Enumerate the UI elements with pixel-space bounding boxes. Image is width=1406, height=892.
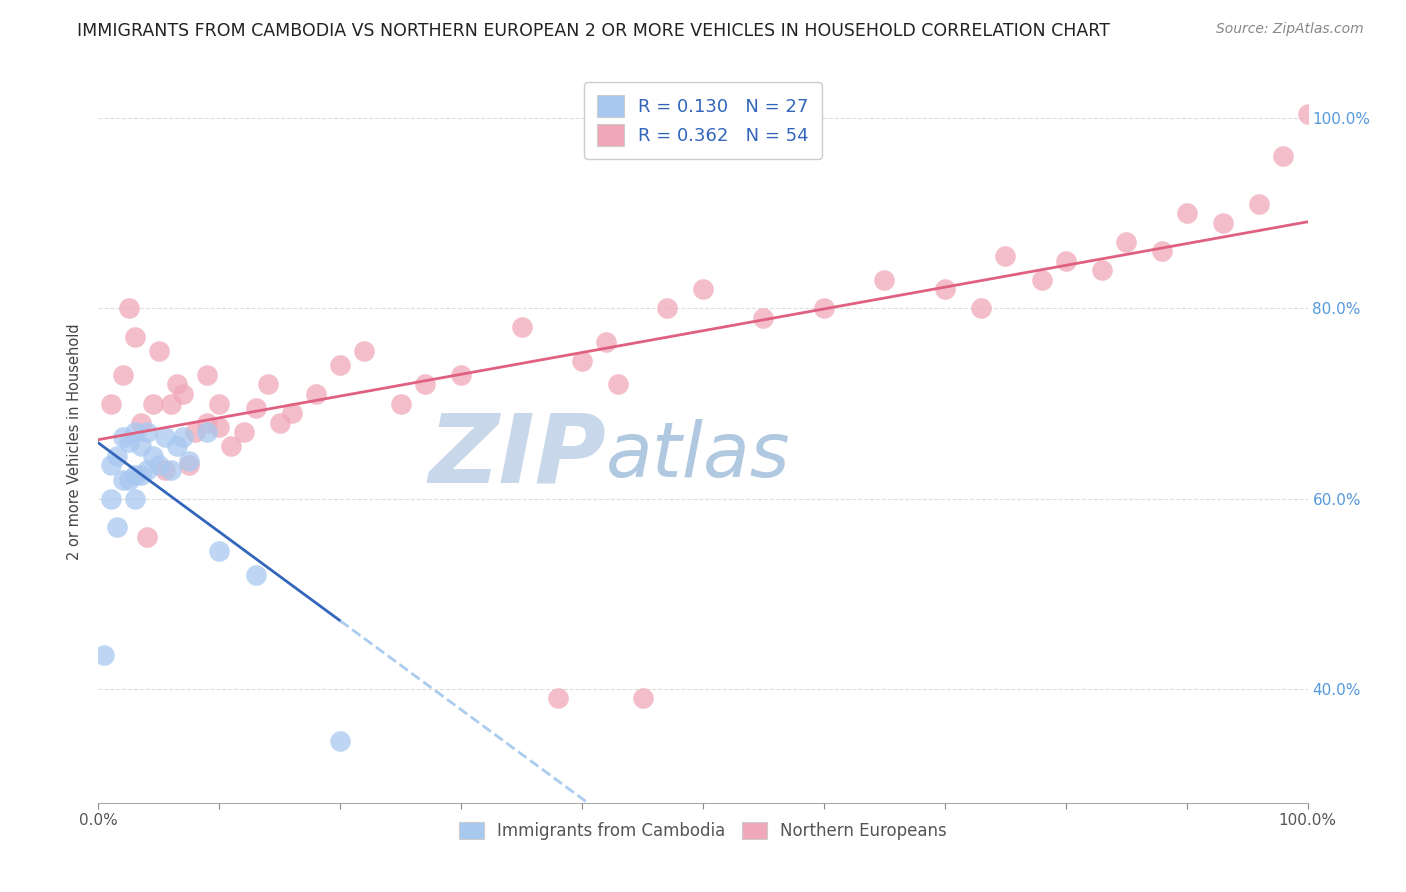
Point (752, 310, 775, 325)
Point (142, 449, 165, 463)
Point (148, 344, 170, 359)
Point (353, 344, 375, 359)
Point (329, 734, 352, 748)
Point (1054, 254, 1077, 268)
Point (124, 425, 146, 439)
Point (631, 691, 654, 706)
Point (129, 439, 152, 453)
Legend: Immigrants from Cambodia, Northern Europeans: Immigrants from Cambodia, Northern Europ… (450, 814, 956, 848)
Point (93, 648, 115, 663)
Point (595, 334, 617, 349)
Point (269, 416, 291, 430)
Point (256, 377, 278, 392)
Point (232, 425, 254, 439)
Point (1175, 206, 1198, 220)
Text: IMMIGRANTS FROM CAMBODIA VS NORTHERN EUROPEAN 2 OR MORE VEHICLES IN HOUSEHOLD CO: IMMIGRANTS FROM CAMBODIA VS NORTHERN EUR… (77, 22, 1111, 40)
Point (111, 473, 134, 487)
Point (813, 301, 835, 316)
Point (195, 416, 218, 430)
Point (135, 530, 157, 544)
Point (413, 377, 436, 392)
Point (208, 544, 231, 558)
Point (245, 401, 267, 416)
Point (329, 359, 352, 373)
Point (934, 282, 956, 296)
Point (124, 467, 146, 482)
Point (179, 458, 201, 473)
Point (873, 273, 896, 287)
Point (571, 353, 593, 368)
Point (153, 430, 176, 444)
Point (1212, 216, 1234, 230)
Point (118, 301, 141, 316)
Point (118, 434, 141, 449)
Point (208, 420, 231, 434)
Point (135, 463, 157, 477)
Point (129, 416, 152, 430)
Point (655, 301, 678, 316)
Point (184, 425, 207, 439)
Point (305, 387, 328, 401)
Point (160, 463, 183, 477)
Point (172, 430, 194, 444)
Point (111, 430, 134, 444)
Text: ZIP: ZIP (429, 409, 606, 502)
Point (1091, 263, 1114, 277)
Point (970, 301, 993, 316)
Point (118, 473, 141, 487)
Point (100, 396, 122, 410)
Point (450, 368, 472, 382)
Point (129, 467, 152, 482)
Point (607, 377, 630, 392)
Point (208, 396, 231, 410)
Point (179, 453, 201, 467)
Point (166, 377, 188, 392)
Point (1296, 106, 1319, 120)
Point (692, 282, 714, 296)
Point (160, 396, 183, 410)
Point (195, 368, 218, 382)
Point (1115, 235, 1137, 249)
Point (281, 406, 304, 420)
Point (1031, 273, 1053, 287)
Point (547, 691, 569, 706)
Point (153, 463, 176, 477)
Point (389, 396, 412, 410)
Point (105, 449, 128, 463)
Point (1272, 149, 1295, 163)
Point (245, 567, 267, 582)
Point (135, 425, 157, 439)
Point (1152, 244, 1174, 259)
Point (105, 520, 128, 534)
Point (148, 458, 170, 473)
Point (510, 320, 533, 334)
Point (195, 425, 218, 439)
Y-axis label: 2 or more Vehicles in Household: 2 or more Vehicles in Household (67, 323, 83, 560)
Point (124, 491, 146, 506)
Text: Source: ZipAtlas.com: Source: ZipAtlas.com (1216, 22, 1364, 37)
Point (172, 387, 194, 401)
Point (166, 439, 188, 453)
Point (111, 368, 134, 382)
Text: atlas: atlas (606, 419, 790, 493)
Point (142, 396, 165, 410)
Point (124, 330, 146, 344)
Point (994, 249, 1017, 263)
Point (221, 439, 243, 453)
Point (1249, 197, 1271, 211)
Point (100, 458, 122, 473)
Point (100, 491, 122, 506)
